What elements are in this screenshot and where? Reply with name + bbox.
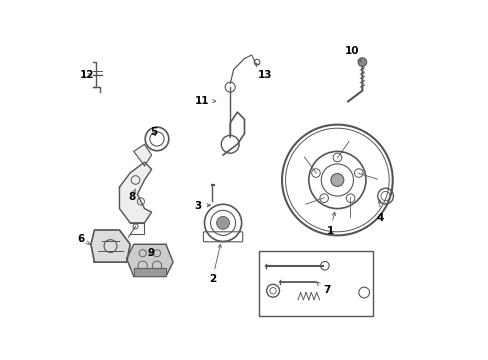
Text: 6: 6 xyxy=(77,234,90,244)
Polygon shape xyxy=(126,244,173,276)
Text: 7: 7 xyxy=(316,282,330,295)
Circle shape xyxy=(216,216,229,229)
Text: 4: 4 xyxy=(376,200,383,222)
Text: 2: 2 xyxy=(208,244,221,284)
Text: 10: 10 xyxy=(344,46,360,62)
Text: 13: 13 xyxy=(255,63,272,80)
Bar xyxy=(258,251,372,316)
Polygon shape xyxy=(119,162,151,223)
Text: 12: 12 xyxy=(79,70,94,80)
Text: 11: 11 xyxy=(195,96,215,106)
Circle shape xyxy=(357,58,366,66)
Polygon shape xyxy=(134,267,165,276)
Text: 9: 9 xyxy=(147,248,154,258)
Text: 8: 8 xyxy=(128,189,135,202)
Text: 5: 5 xyxy=(149,127,157,137)
Text: 1: 1 xyxy=(326,212,335,236)
Circle shape xyxy=(330,174,343,186)
Polygon shape xyxy=(91,230,130,262)
Polygon shape xyxy=(134,144,151,166)
Text: 3: 3 xyxy=(194,201,210,211)
